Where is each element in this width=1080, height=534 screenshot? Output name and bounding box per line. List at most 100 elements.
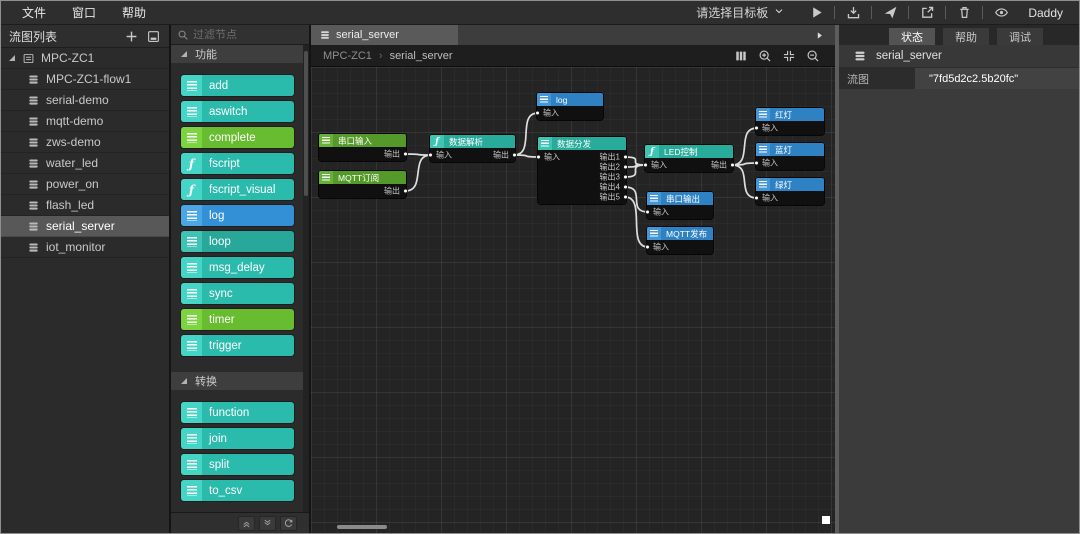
palette-node-loop[interactable]: loop — [181, 231, 294, 252]
scrollbar-thumb[interactable] — [304, 51, 308, 196]
wire[interactable] — [404, 154, 432, 192]
wire[interactable] — [731, 164, 758, 199]
palette-node-to_csv[interactable]: to_csv — [181, 480, 294, 501]
flow-list-item-mqtt-demo[interactable]: mqtt-demo — [1, 111, 169, 132]
palette-node-function[interactable]: function — [181, 402, 294, 423]
play-button[interactable] — [801, 3, 831, 23]
palette-node-complete[interactable]: complete — [181, 127, 294, 148]
inspector-tab-状态[interactable]: 状态 — [889, 28, 935, 45]
port-dot[interactable] — [512, 152, 517, 158]
flow-canvas[interactable]: 串口输入 输出 MQTT订阅 输出 ƒ 数据解析 输入 输出 log 输入 数据分发 输入 输出1 输出2… — [311, 67, 835, 533]
input-port[interactable]: 输入 — [535, 108, 559, 119]
search-input[interactable] — [193, 28, 291, 41]
flow-list-item-water_led[interactable]: water_led — [1, 153, 169, 174]
inspector-tab-帮助[interactable]: 帮助 — [943, 28, 989, 45]
canvas-hscrollbar-thumb[interactable] — [337, 525, 387, 529]
target-board-select[interactable]: 请选择目标板 — [696, 4, 785, 21]
columns-button[interactable] — [731, 46, 751, 66]
flow-list-item-flash_led[interactable]: flash_led — [1, 195, 169, 216]
expand-button[interactable] — [259, 515, 276, 531]
output-port[interactable]: 输出3 — [600, 172, 628, 183]
port-dot[interactable] — [623, 194, 628, 200]
input-port[interactable]: 输入 — [643, 160, 667, 171]
canvas-resize-handle[interactable] — [822, 516, 830, 524]
palette-node-trigger[interactable]: trigger — [181, 335, 294, 356]
palette-node-timer[interactable]: timer — [181, 309, 294, 330]
flow-node-led_ctrl[interactable]: ƒ LED控制 输入 输出 — [643, 145, 735, 172]
flow-node-green_led[interactable]: 绿灯 输入 — [754, 178, 824, 205]
menu-item[interactable]: 文件 — [22, 6, 47, 20]
output-port[interactable]: 输出4 — [600, 182, 628, 193]
flow-list-item-serial_server[interactable]: serial_server — [1, 216, 169, 237]
export-button[interactable] — [912, 3, 942, 23]
output-port[interactable]: 输出 — [384, 149, 408, 160]
output-port[interactable]: 输出 — [384, 186, 408, 197]
flow-node-mqtt_sub[interactable]: MQTT订阅 输出 — [319, 171, 408, 198]
tab-serial-server[interactable]: serial_server — [311, 25, 458, 45]
tab-scroll-right-button[interactable] — [814, 30, 825, 41]
palette-node-fscript_visual[interactable]: ƒ fscript_visual — [181, 179, 294, 200]
input-port[interactable]: 输入 — [754, 158, 778, 169]
port-dot[interactable] — [403, 151, 408, 157]
port-dot[interactable] — [623, 174, 628, 180]
plus-button[interactable] — [124, 29, 139, 44]
expand-triangle-icon[interactable] — [9, 55, 15, 61]
input-port[interactable]: 输入 — [645, 207, 669, 218]
palette-node-fscript[interactable]: ƒ fscript — [181, 153, 294, 174]
flow-node-blue_led[interactable]: 蓝灯 输入 — [754, 143, 824, 170]
flow-node-serial_out[interactable]: 串口输出 输入 — [645, 192, 713, 219]
input-port[interactable]: 输入 — [754, 193, 778, 204]
port-dot[interactable] — [536, 154, 541, 160]
flow-node-serial_in[interactable]: 串口输入 输出 — [319, 134, 408, 161]
flow-list-item-power_on[interactable]: power_on — [1, 174, 169, 195]
port-dot[interactable] — [623, 154, 628, 160]
flow-list-item-serial-demo[interactable]: serial-demo — [1, 90, 169, 111]
menu-item[interactable]: 窗口 — [72, 6, 97, 20]
wire[interactable] — [624, 196, 649, 248]
input-port[interactable]: 输入 — [645, 242, 669, 253]
flow-node-dispatch[interactable]: 数据分发 输入 输出1 输出2 输出3 输出4 输出5 — [536, 137, 628, 204]
zoom-in-button[interactable] — [755, 46, 775, 66]
port-dot[interactable] — [645, 209, 650, 215]
wire[interactable] — [513, 154, 540, 158]
panel-splitter[interactable] — [835, 25, 839, 533]
port-dot[interactable] — [643, 162, 648, 168]
port-dot[interactable] — [403, 188, 408, 194]
wire[interactable] — [624, 186, 649, 213]
input-port[interactable]: 输入 — [428, 150, 452, 161]
palette-node-join[interactable]: join — [181, 428, 294, 449]
port-dot[interactable] — [623, 184, 628, 190]
flow-node-red_led[interactable]: 红灯 输入 — [754, 108, 824, 135]
breadcrumb-board[interactable]: MPC-ZC1 — [323, 49, 372, 62]
port-dot[interactable] — [623, 164, 628, 170]
flow-node-parse[interactable]: ƒ 数据解析 输入 输出 — [428, 135, 517, 162]
wire[interactable] — [731, 127, 758, 166]
output-port[interactable]: 输出 — [493, 150, 517, 161]
flow-list-item-zws-demo[interactable]: zws-demo — [1, 132, 169, 153]
collapse-button[interactable] — [238, 515, 255, 531]
tree-board-item[interactable]: MPC-ZC1 — [1, 48, 169, 69]
property-value[interactable]: "7fd5d2c2.5b20fc" — [915, 68, 1079, 89]
user-menu[interactable]: Daddy — [1028, 5, 1063, 20]
output-port[interactable]: 输出 — [711, 160, 735, 171]
port-dot[interactable] — [730, 162, 735, 168]
palette-node-add[interactable]: add — [181, 75, 294, 96]
palette-section-转换[interactable]: 转换 — [171, 372, 309, 390]
port-dot[interactable] — [754, 125, 759, 131]
port-dot[interactable] — [535, 110, 540, 116]
zoom-out-button[interactable] — [803, 46, 823, 66]
port-dot[interactable] — [754, 160, 759, 166]
wire[interactable] — [624, 164, 647, 178]
refresh-button[interactable] — [280, 515, 297, 531]
port-dot[interactable] — [428, 152, 433, 158]
palette-node-log[interactable]: log — [181, 205, 294, 226]
input-port[interactable]: 输入 — [536, 152, 560, 163]
flow-node-log[interactable]: log 输入 — [535, 93, 603, 120]
port-dot[interactable] — [754, 195, 759, 201]
input-port[interactable]: 输入 — [754, 123, 778, 134]
download-button[interactable] — [838, 3, 868, 23]
menu-item[interactable]: 帮助 — [122, 6, 147, 20]
palette-node-split[interactable]: split — [181, 454, 294, 475]
palette-node-aswitch[interactable]: aswitch — [181, 101, 294, 122]
preview-button[interactable] — [986, 3, 1016, 23]
